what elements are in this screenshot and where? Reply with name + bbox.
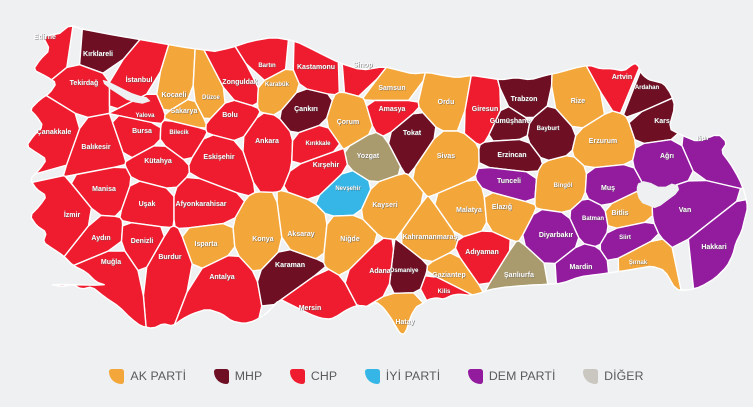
svg-text:Bitlis: Bitlis xyxy=(611,210,628,217)
svg-text:Giresun: Giresun xyxy=(472,106,498,113)
svg-text:Bayburt: Bayburt xyxy=(537,126,560,132)
svg-text:Tekirdağ: Tekirdağ xyxy=(70,80,99,87)
svg-text:Çanakkale: Çanakkale xyxy=(37,129,72,136)
svg-text:Düzce: Düzce xyxy=(202,95,220,101)
svg-text:Iğdır: Iğdır xyxy=(697,136,710,142)
svg-text:Manisa: Manisa xyxy=(92,186,116,193)
svg-text:Eskişehir: Eskişehir xyxy=(203,154,234,161)
svg-text:Diyarbakır: Diyarbakır xyxy=(539,232,574,239)
svg-text:Konya: Konya xyxy=(252,236,274,243)
svg-text:Kilis: Kilis xyxy=(438,289,451,295)
svg-text:Sinop: Sinop xyxy=(353,62,372,69)
svg-text:Aksaray: Aksaray xyxy=(287,231,314,238)
svg-text:Hatay: Hatay xyxy=(395,319,414,326)
svg-text:Rize: Rize xyxy=(571,98,586,105)
svg-text:Adana: Adana xyxy=(369,268,391,275)
svg-text:Karabük: Karabük xyxy=(265,82,290,88)
svg-text:Tunceli: Tunceli xyxy=(497,178,521,185)
svg-text:Uşak: Uşak xyxy=(139,201,156,208)
svg-text:Samsun: Samsun xyxy=(378,85,405,92)
svg-text:Kayseri: Kayseri xyxy=(372,202,397,209)
svg-text:Mardin: Mardin xyxy=(570,264,593,271)
svg-text:Muğla: Muğla xyxy=(101,259,121,266)
svg-text:Kahramanmaraş: Kahramanmaraş xyxy=(403,234,458,241)
svg-text:Siirt: Siirt xyxy=(619,235,631,241)
svg-text:Elazığ: Elazığ xyxy=(492,204,512,211)
svg-text:Artvin: Artvin xyxy=(612,74,632,81)
svg-text:Malatya: Malatya xyxy=(456,207,482,214)
svg-text:Şırnak: Şırnak xyxy=(629,260,648,266)
svg-text:Sivas: Sivas xyxy=(437,153,455,160)
svg-text:Denizli: Denizli xyxy=(131,238,154,245)
svg-text:Yozgat: Yozgat xyxy=(357,153,380,160)
svg-text:Bartın: Bartın xyxy=(258,63,276,69)
svg-text:Bilecik: Bilecik xyxy=(169,130,189,136)
svg-text:Bolu: Bolu xyxy=(222,112,238,119)
svg-text:Gümüşhane: Gümüşhane xyxy=(490,118,531,125)
svg-text:Çankırı: Çankırı xyxy=(294,106,318,113)
svg-text:Edirne: Edirne xyxy=(34,34,56,41)
svg-text:Çorum: Çorum xyxy=(337,119,360,126)
svg-text:Isparta: Isparta xyxy=(195,241,218,248)
svg-text:Burdur: Burdur xyxy=(158,254,182,261)
svg-text:Bursa: Bursa xyxy=(132,128,152,135)
svg-text:Sakarya: Sakarya xyxy=(171,108,198,115)
svg-text:Trabzon: Trabzon xyxy=(511,96,538,103)
svg-text:Kars: Kars xyxy=(654,118,670,125)
svg-text:Yalova: Yalova xyxy=(135,113,155,119)
svg-text:Balıkesir: Balıkesir xyxy=(81,144,110,151)
svg-text:Antalya: Antalya xyxy=(209,274,234,281)
svg-text:Muş: Muş xyxy=(601,185,615,192)
svg-text:Kırşehir: Kırşehir xyxy=(313,162,340,169)
svg-text:Ardahan: Ardahan xyxy=(635,85,660,91)
svg-text:Erzurum: Erzurum xyxy=(589,138,617,145)
svg-text:Gaziantep: Gaziantep xyxy=(432,272,465,279)
svg-text:Afyonkarahisar: Afyonkarahisar xyxy=(176,201,227,208)
svg-text:Batman: Batman xyxy=(582,216,604,222)
svg-text:Aydın: Aydın xyxy=(91,235,110,242)
svg-text:Niğde: Niğde xyxy=(340,236,360,243)
svg-text:Ağrı: Ağrı xyxy=(660,153,674,160)
svg-text:İstanbul: İstanbul xyxy=(126,76,153,84)
svg-text:Nevşehir: Nevşehir xyxy=(335,186,361,192)
svg-text:Erzincan: Erzincan xyxy=(497,152,526,159)
svg-text:Mersin: Mersin xyxy=(299,305,322,312)
svg-text:Kırıkkale: Kırıkkale xyxy=(305,141,331,147)
svg-text:Adıyaman: Adıyaman xyxy=(465,249,498,256)
svg-text:Ankara: Ankara xyxy=(255,138,279,145)
svg-text:Karaman: Karaman xyxy=(275,262,305,269)
svg-text:Tokat: Tokat xyxy=(403,130,422,137)
svg-text:İzmir: İzmir xyxy=(64,211,81,219)
svg-text:Van: Van xyxy=(679,207,691,214)
svg-text:Şanlıurfa: Şanlıurfa xyxy=(504,272,534,279)
svg-text:Kırklareli: Kırklareli xyxy=(83,51,113,58)
svg-text:Hakkari: Hakkari xyxy=(701,244,726,251)
svg-text:Ordu: Ordu xyxy=(438,99,455,106)
svg-text:Kütahya: Kütahya xyxy=(144,158,172,165)
svg-text:Kocaeli: Kocaeli xyxy=(162,92,187,99)
svg-text:Amasya: Amasya xyxy=(379,106,406,113)
svg-text:Kastamonu: Kastamonu xyxy=(297,64,335,71)
svg-text:Bingöl: Bingöl xyxy=(554,183,573,189)
svg-text:Zonguldak: Zonguldak xyxy=(222,79,257,86)
svg-text:Osmaniye: Osmaniye xyxy=(390,268,419,274)
